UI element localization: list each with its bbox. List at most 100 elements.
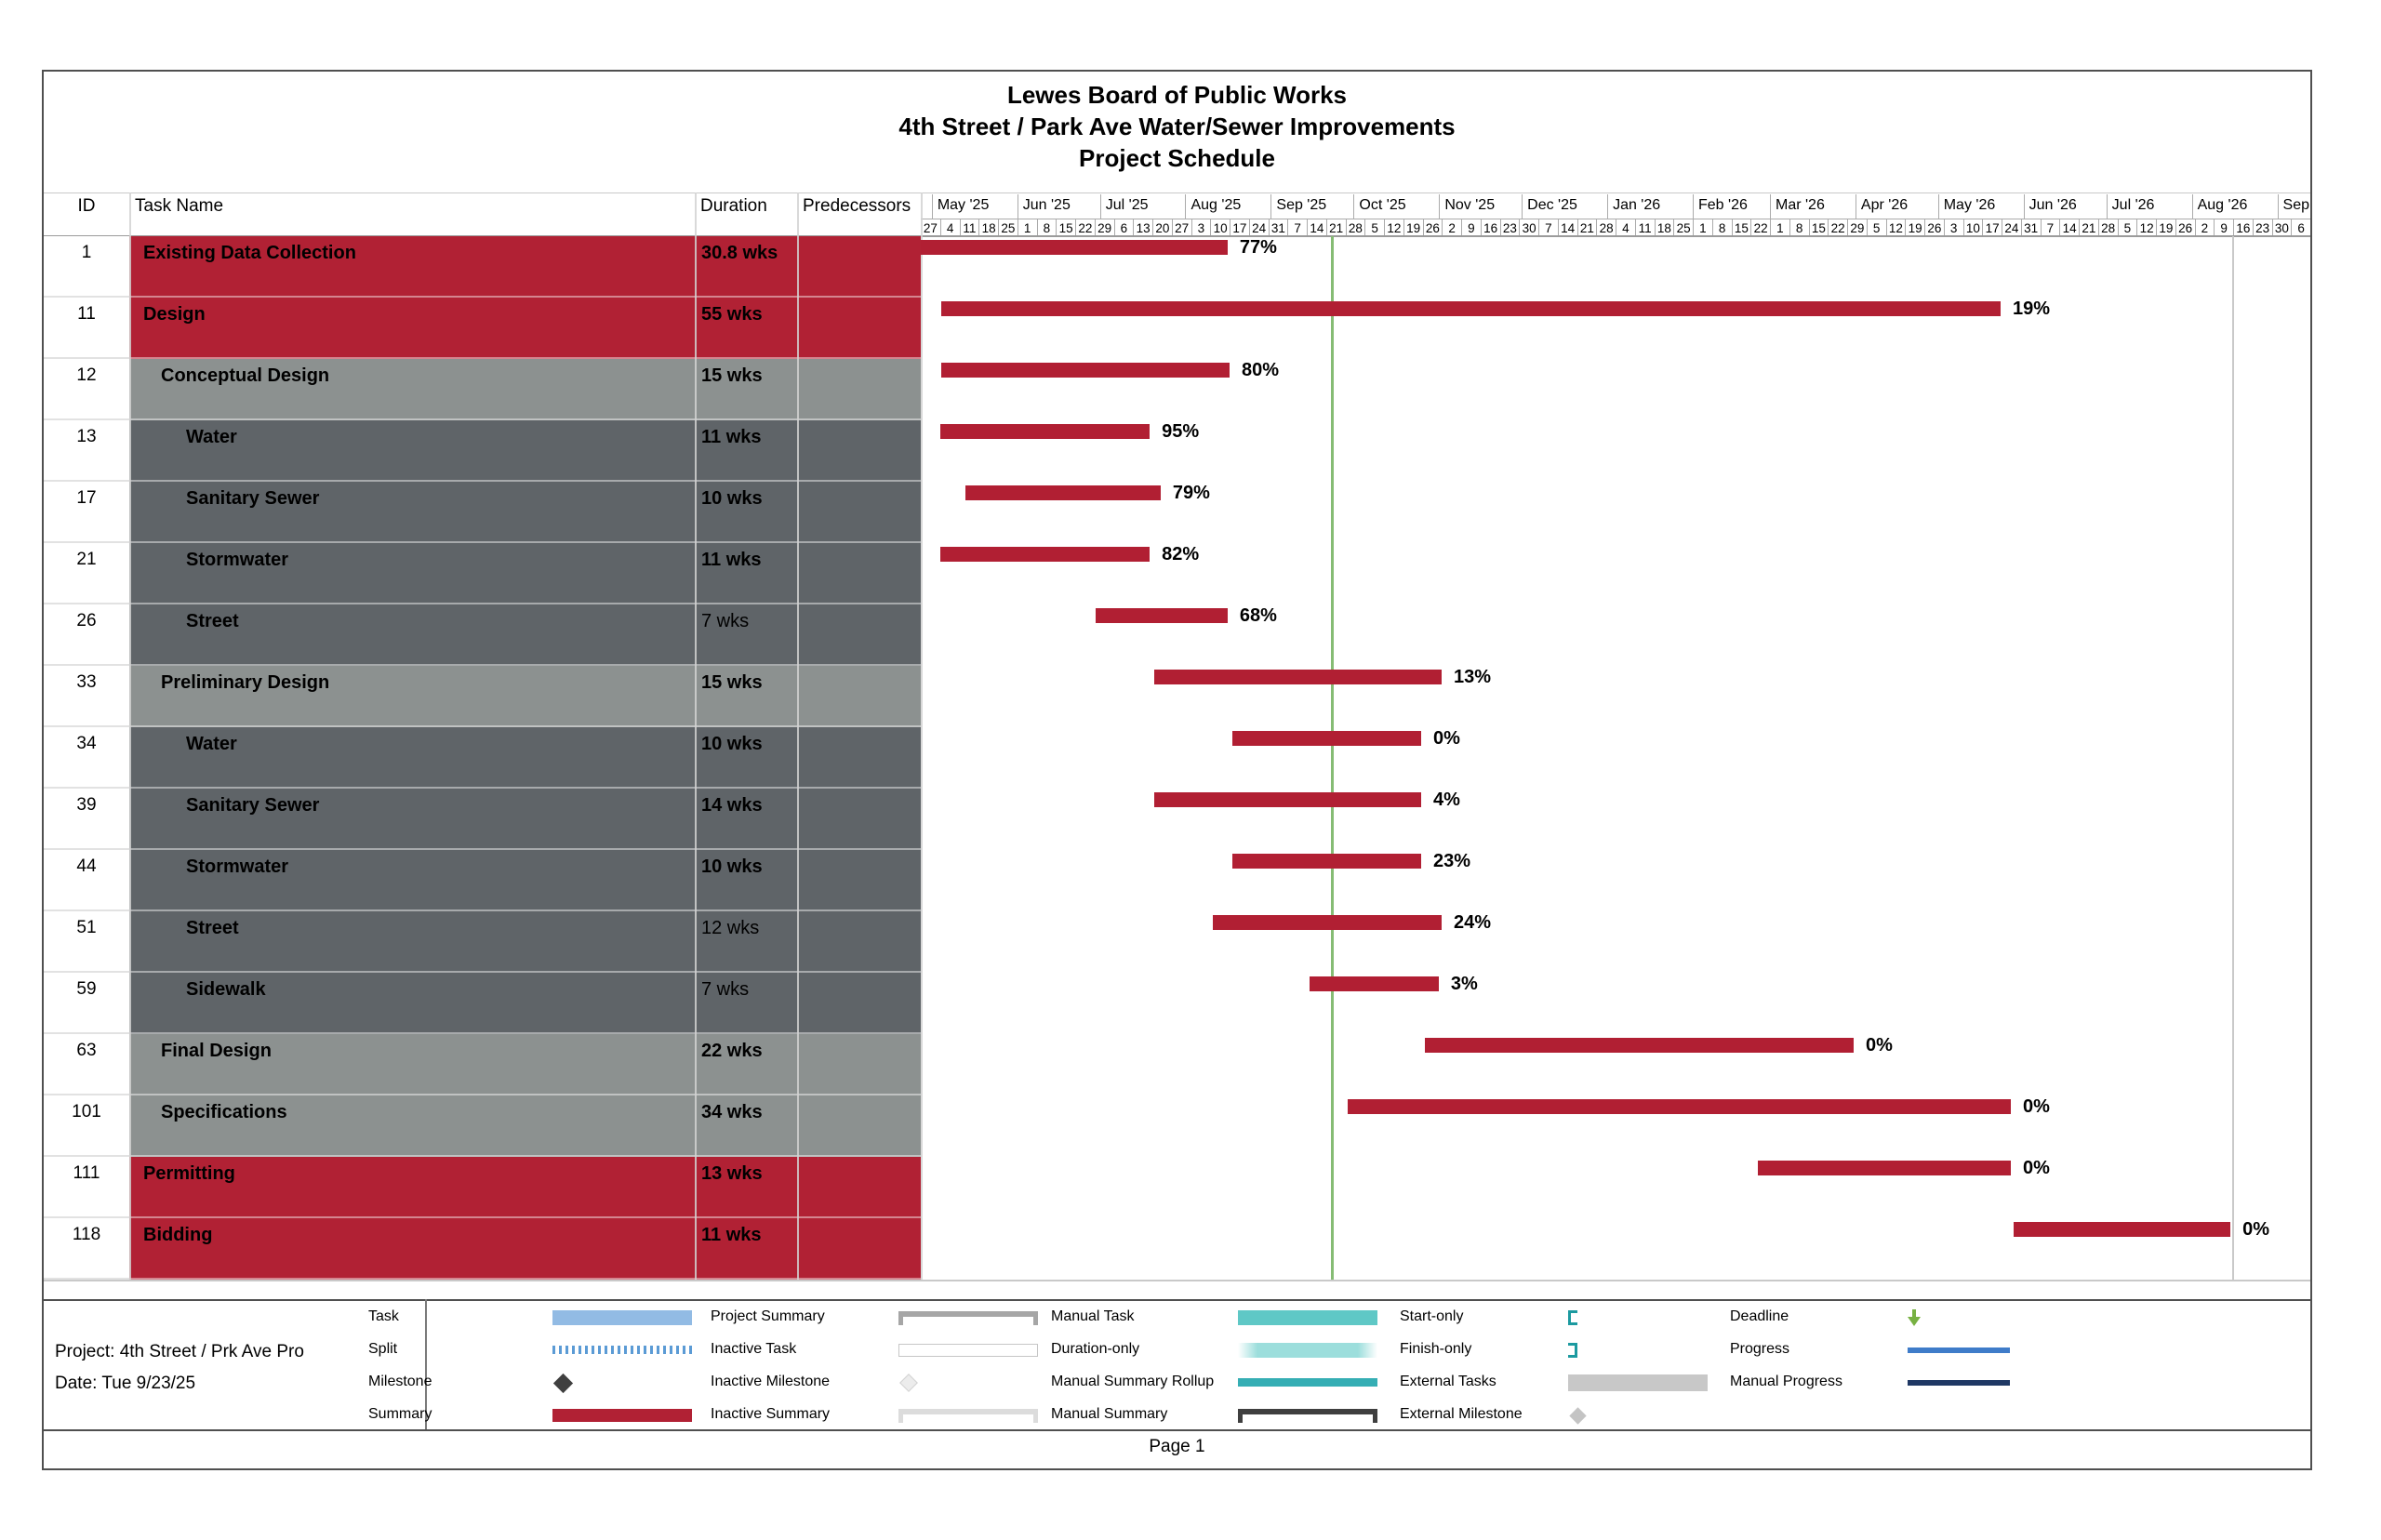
task-id-cell[interactable]: 1 — [44, 236, 129, 298]
task-predecessors-cell[interactable] — [797, 973, 921, 1034]
month-label: May '25 — [937, 197, 990, 213]
week-tick-cell: 11 — [959, 219, 979, 236]
task-id-cell[interactable]: 26 — [44, 604, 129, 666]
gantt-bar[interactable] — [939, 424, 1151, 439]
task-name-cell[interactable]: Sanitary Sewer — [129, 789, 695, 850]
task-predecessors-cell[interactable] — [797, 420, 921, 482]
task-duration-cell[interactable]: 55 wks — [695, 298, 797, 359]
task-name-cell[interactable]: Stormwater — [129, 543, 695, 604]
task-name-cell[interactable]: Design — [129, 298, 695, 359]
task-predecessors-cell[interactable] — [797, 1157, 921, 1218]
task-name-cell[interactable]: Conceptual Design — [129, 359, 695, 420]
week-tick-cell: 21 — [2079, 219, 2098, 236]
task-predecessors-cell[interactable] — [797, 359, 921, 420]
task-predecessors-cell[interactable] — [797, 298, 921, 359]
task-id-cell[interactable]: 11 — [44, 298, 129, 359]
gantt-bar[interactable] — [940, 301, 2001, 316]
legend-label: Manual Summary — [1051, 1406, 1168, 1422]
task-duration-cell[interactable]: 11 wks — [695, 420, 797, 482]
task-duration-cell[interactable]: 15 wks — [695, 666, 797, 727]
task-predecessors-cell[interactable] — [797, 604, 921, 666]
task-duration-cell[interactable]: 7 wks — [695, 973, 797, 1034]
task-name-cell[interactable]: Water — [129, 727, 695, 789]
task-name-cell[interactable]: Sidewalk — [129, 973, 695, 1034]
task-name-cell[interactable]: Existing Data Collection — [129, 236, 695, 298]
task-id-cell[interactable]: 17 — [44, 482, 129, 543]
task-id-cell[interactable]: 111 — [44, 1157, 129, 1218]
task-name-cell[interactable]: Stormwater — [129, 850, 695, 911]
gantt-bar[interactable] — [1231, 731, 1422, 746]
task-predecessors-cell[interactable] — [797, 666, 921, 727]
task-id-cell[interactable]: 13 — [44, 420, 129, 482]
task-predecessors-cell[interactable] — [797, 727, 921, 789]
task-predecessors-cell[interactable] — [797, 911, 921, 973]
task-id-cell[interactable]: 63 — [44, 1034, 129, 1095]
gantt-bar[interactable] — [1231, 854, 1422, 869]
task-name-cell[interactable]: Sanitary Sewer — [129, 482, 695, 543]
week-tick-cell: 14 — [1307, 219, 1326, 236]
gantt-bar[interactable] — [964, 485, 1161, 500]
task-duration-cell[interactable]: 13 wks — [695, 1157, 797, 1218]
month-label: May '26 — [1943, 197, 1996, 213]
task-id-cell[interactable]: 101 — [44, 1095, 129, 1157]
task-predecessors-cell[interactable] — [797, 1218, 921, 1280]
task-predecessors-cell[interactable] — [797, 236, 921, 298]
task-duration-cell[interactable]: 12 wks — [695, 911, 797, 973]
task-id-cell[interactable]: 51 — [44, 911, 129, 973]
gantt-bar[interactable] — [1309, 976, 1439, 991]
gantt-bar[interactable] — [1154, 792, 1422, 807]
week-tick-cell: 8 — [1711, 219, 1732, 236]
gantt-bar[interactable] — [1095, 608, 1228, 623]
task-predecessors-cell[interactable] — [797, 789, 921, 850]
task-id-cell[interactable]: 118 — [44, 1218, 129, 1280]
task-name-cell[interactable]: Permitting — [129, 1157, 695, 1218]
task-name-cell[interactable]: Street — [129, 911, 695, 973]
task-name-cell[interactable]: Water — [129, 420, 695, 482]
gantt-bar[interactable] — [1347, 1099, 2011, 1114]
task-name-cell[interactable]: Street — [129, 604, 695, 666]
task-name-cell[interactable]: Bidding — [129, 1218, 695, 1280]
task-predecessors-cell[interactable] — [797, 482, 921, 543]
task-duration-cell[interactable]: 22 wks — [695, 1034, 797, 1095]
gantt-bar[interactable] — [940, 363, 1230, 378]
task-predecessors-cell[interactable] — [797, 1095, 921, 1157]
task-predecessors-cell[interactable] — [797, 1034, 921, 1095]
task-id-cell[interactable]: 59 — [44, 973, 129, 1034]
task-duration-cell[interactable]: 14 wks — [695, 789, 797, 850]
task-predecessors-cell[interactable] — [797, 543, 921, 604]
gantt-bar[interactable] — [1757, 1161, 2011, 1175]
task-name-cell[interactable]: Preliminary Design — [129, 666, 695, 727]
week-tick-cell: 16 — [2233, 219, 2253, 236]
task-duration-cell[interactable]: 10 wks — [695, 850, 797, 911]
week-tick-cell: 7 — [1287, 219, 1307, 236]
week-tick-cell: 15 — [1056, 219, 1075, 236]
week-tick-cell: 13 — [1133, 219, 1152, 236]
gantt-bar[interactable] — [2014, 1222, 2231, 1237]
gantt-bar[interactable] — [1424, 1038, 1855, 1053]
task-id-cell[interactable]: 33 — [44, 666, 129, 727]
task-duration-cell[interactable]: 7 wks — [695, 604, 797, 666]
task-duration-cell[interactable]: 10 wks — [695, 482, 797, 543]
task-predecessors-cell[interactable] — [797, 850, 921, 911]
task-duration-cell[interactable]: 11 wks — [695, 1218, 797, 1280]
task-duration-cell[interactable]: 34 wks — [695, 1095, 797, 1157]
task-name-cell[interactable]: Specifications — [129, 1095, 695, 1157]
task-duration-cell[interactable]: 15 wks — [695, 359, 797, 420]
task-id-cell[interactable]: 12 — [44, 359, 129, 420]
task-name-cell[interactable]: Final Design — [129, 1034, 695, 1095]
task-id-cell[interactable]: 34 — [44, 727, 129, 789]
gantt-bar[interactable] — [1154, 670, 1443, 684]
task-id-cell[interactable]: 44 — [44, 850, 129, 911]
gantt-bar[interactable] — [939, 547, 1151, 562]
gantt-bar[interactable] — [1212, 915, 1443, 930]
task-id-cell[interactable]: 39 — [44, 789, 129, 850]
task-duration-cell[interactable]: 11 wks — [695, 543, 797, 604]
task-id-cell[interactable]: 21 — [44, 543, 129, 604]
legend-manual-summary-swatch-left-cap — [1238, 1409, 1243, 1423]
table-row: 17 Sanitary Sewer 10 wks — [44, 482, 2310, 543]
legend-label: Project Summary — [711, 1308, 825, 1324]
gantt-bar[interactable] — [921, 240, 1228, 255]
task-duration-cell[interactable]: 30.8 wks — [695, 236, 797, 298]
task-duration-cell[interactable]: 10 wks — [695, 727, 797, 789]
month-separator — [1099, 194, 1101, 219]
